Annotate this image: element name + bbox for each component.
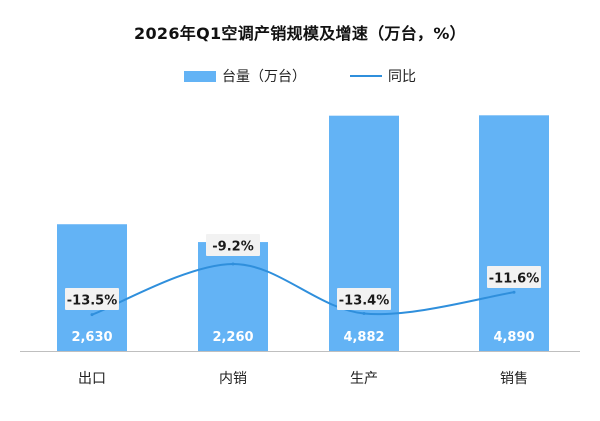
yoy-point-2	[362, 311, 366, 315]
yoy-label-3: -11.6%	[489, 272, 540, 287]
yoy-point-0	[90, 313, 94, 317]
bar-label-2: 4,882	[343, 330, 384, 345]
yoy-line	[91, 262, 515, 316]
x-tick-label-0: 出口	[78, 371, 106, 387]
chart-title: 2026年Q1空调产销规模及增速（万台，%）	[134, 24, 466, 43]
legend: 台量（万台） 同比	[0, 66, 600, 86]
yoy-label-1: -9.2%	[212, 240, 253, 255]
bar-0	[57, 224, 127, 351]
legend-label-line: 同比	[388, 69, 416, 85]
legend-swatch-line	[350, 75, 382, 77]
bar-1	[198, 242, 268, 351]
yoy-point-3	[512, 290, 516, 294]
bar-label-0: 2,630	[71, 330, 112, 345]
yoy-label-box-1	[206, 234, 260, 256]
bar-label-1: 2,260	[212, 330, 253, 345]
x-tick-label-1: 内销	[219, 371, 247, 387]
x-tick-label-2: 生产	[350, 371, 378, 387]
yoy-label-2: -13.4%	[339, 294, 390, 309]
bar-label-3: 4,890	[493, 330, 534, 345]
legend-item-line: 同比	[350, 66, 416, 86]
legend-item-bar: 台量（万台）	[184, 66, 306, 86]
yoy-label-box-2	[337, 288, 391, 310]
yoy-label-box-0	[65, 288, 119, 310]
legend-label-bar: 台量（万台）	[222, 69, 306, 85]
legend-swatch-bar	[184, 70, 216, 82]
bar-3	[479, 115, 549, 351]
yoy-label-0: -13.5%	[67, 294, 118, 309]
yoy-label-box-3	[487, 266, 541, 288]
bar-2	[329, 115, 399, 352]
x-tick-label-3: 销售	[500, 371, 528, 387]
yoy-point-1	[231, 262, 235, 266]
